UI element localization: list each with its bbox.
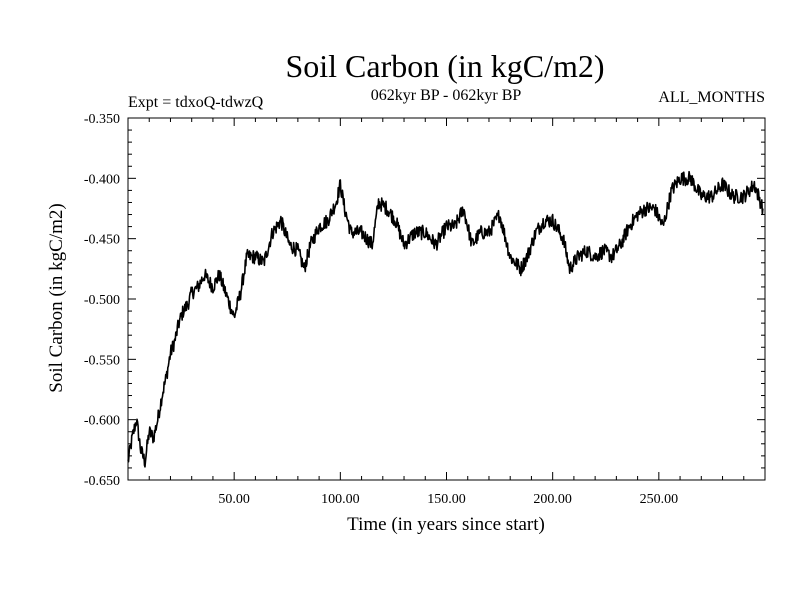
y-tick-label: -0.500 — [84, 293, 120, 308]
y-tick-label: -0.350 — [84, 112, 120, 127]
x-tick-label: 100.00 — [321, 492, 360, 507]
x-tick-label: 250.00 — [640, 492, 679, 507]
y-tick-label: -0.550 — [84, 353, 120, 368]
series-line — [127, 170, 764, 468]
y-tick-label: -0.600 — [84, 414, 120, 429]
axis-ticks — [128, 118, 765, 480]
y-tick-labels: -0.650 -0.600 -0.550 -0.500 -0.450 -0.400 -0.3… — [84, 112, 120, 489]
y-tick-label: -0.650 — [84, 474, 120, 489]
months-label: ALL_MONTHS — [658, 89, 765, 106]
y-tick-label: -0.400 — [84, 172, 120, 187]
x-tick-labels: 50.00 100.00 150.00 200.00 250.00 — [218, 492, 678, 507]
x-axis-label: Time (in years since start) — [347, 514, 545, 535]
x-tick-label: 150.00 — [427, 492, 466, 507]
plot-frame — [127, 117, 766, 481]
chart-title: Soil Carbon (in kgC/m2) — [285, 48, 604, 84]
period-label: 062kyr BP - 062kyr BP — [371, 87, 522, 104]
y-axis-label: Soil Carbon (in kgC/m2) — [46, 203, 67, 392]
x-tick-label: 200.00 — [533, 492, 572, 507]
experiment-label: Expt = tdxoQ-tdwzQ — [128, 94, 264, 111]
x-tick-label: 50.00 — [218, 492, 250, 507]
y-tick-label: -0.450 — [84, 233, 120, 248]
